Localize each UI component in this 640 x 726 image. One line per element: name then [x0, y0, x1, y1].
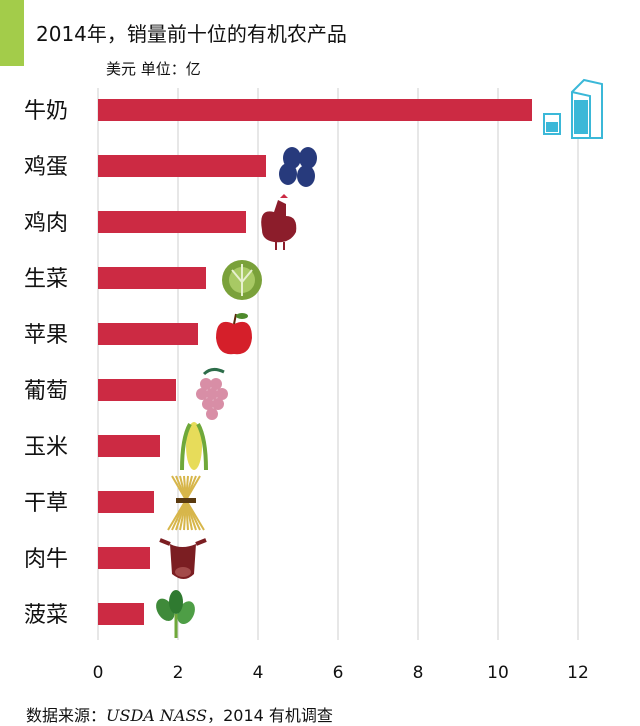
source-name: USDA NASS [106, 706, 208, 725]
title-bar: 2014年，销量前十位的有机农产品 [0, 0, 640, 66]
source-suffix: ，2014 有机调查 [207, 706, 333, 725]
bar [98, 491, 154, 513]
x-tick-label: 10 [487, 663, 509, 683]
category-label: 玉米 [24, 435, 68, 460]
title-accent-bar [0, 0, 24, 66]
x-tick-label: 8 [413, 663, 424, 683]
x-tick-label: 6 [333, 663, 344, 683]
bar [98, 323, 198, 345]
bar [98, 547, 150, 569]
category-label: 肉牛 [24, 547, 68, 572]
source-note: 数据来源：USDA NASS，2014 有机调查 [26, 702, 333, 726]
bar [98, 267, 206, 289]
bar [98, 155, 266, 177]
category-label: 鸡蛋 [24, 155, 68, 180]
source-prefix: 数据来源： [26, 706, 107, 725]
cow-icon [159, 538, 207, 579]
x-tick-label: 2 [173, 663, 184, 683]
x-tick-label: 4 [253, 663, 264, 683]
category-label: 葡萄 [24, 379, 68, 404]
milk-icon [543, 78, 603, 139]
grape-icon [196, 367, 228, 420]
x-tick-label: 12 [567, 663, 589, 683]
bar [98, 435, 160, 457]
category-label: 牛奶 [24, 99, 68, 124]
category-label: 菠菜 [24, 603, 68, 628]
chicken-icon [261, 194, 297, 250]
unit-label: 美元 单位：亿 [106, 60, 201, 78]
category-label: 生菜 [24, 267, 68, 292]
corn-icon [180, 422, 208, 471]
category-label: 鸡肉 [24, 211, 68, 236]
lettuce-icon [222, 260, 262, 300]
spinach-icon [156, 590, 195, 638]
chart-title: 2014年，销量前十位的有机农产品 [36, 22, 347, 46]
category-label: 苹果 [24, 323, 68, 348]
bars [98, 99, 532, 625]
apple-icon [216, 313, 252, 355]
bar [98, 603, 144, 625]
bar [98, 379, 176, 401]
produce-icons [156, 78, 603, 638]
category-label: 干草 [24, 491, 68, 516]
x-tick-label: 0 [93, 663, 104, 683]
bar [98, 211, 246, 233]
bar [98, 99, 532, 121]
egg-icon [279, 147, 317, 187]
x-tick-labels: 0 2 4 6 8 10 12 [93, 663, 589, 683]
hay-icon [167, 475, 205, 531]
